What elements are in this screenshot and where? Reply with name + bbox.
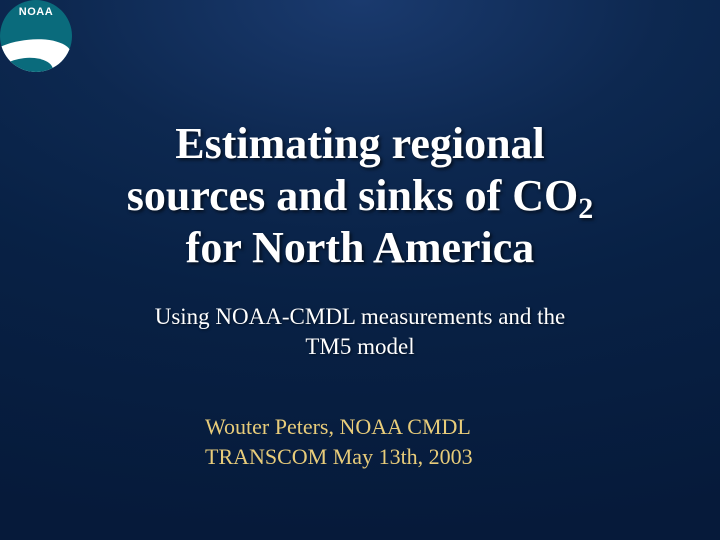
subtitle-line1: Using NOAA-CMDL measurements and the bbox=[155, 304, 566, 329]
slide-subtitle: Using NOAA-CMDL measurements and the TM5… bbox=[100, 302, 620, 362]
slide-title: Estimating regional sources and sinks of… bbox=[50, 118, 670, 274]
title-line2-pre: sources and sinks of CO bbox=[127, 171, 579, 220]
author-line1: Wouter Peters, NOAA CMDL bbox=[205, 414, 471, 439]
title-line3: for North America bbox=[186, 223, 535, 272]
logo-circle: NOAA bbox=[0, 0, 72, 72]
author-block: Wouter Peters, NOAA CMDL TRANSCOM May 13… bbox=[205, 412, 473, 471]
title-line1: Estimating regional bbox=[175, 119, 545, 168]
title-subscript: 2 bbox=[578, 192, 593, 225]
noaa-logo: NOAA bbox=[0, 0, 76, 76]
subtitle-line2: TM5 model bbox=[305, 334, 414, 359]
title-slide: NOAA Estimating regional sources and sin… bbox=[0, 0, 720, 540]
logo-text: NOAA bbox=[19, 6, 53, 18]
author-line2: TRANSCOM May 13th, 2003 bbox=[205, 444, 473, 469]
